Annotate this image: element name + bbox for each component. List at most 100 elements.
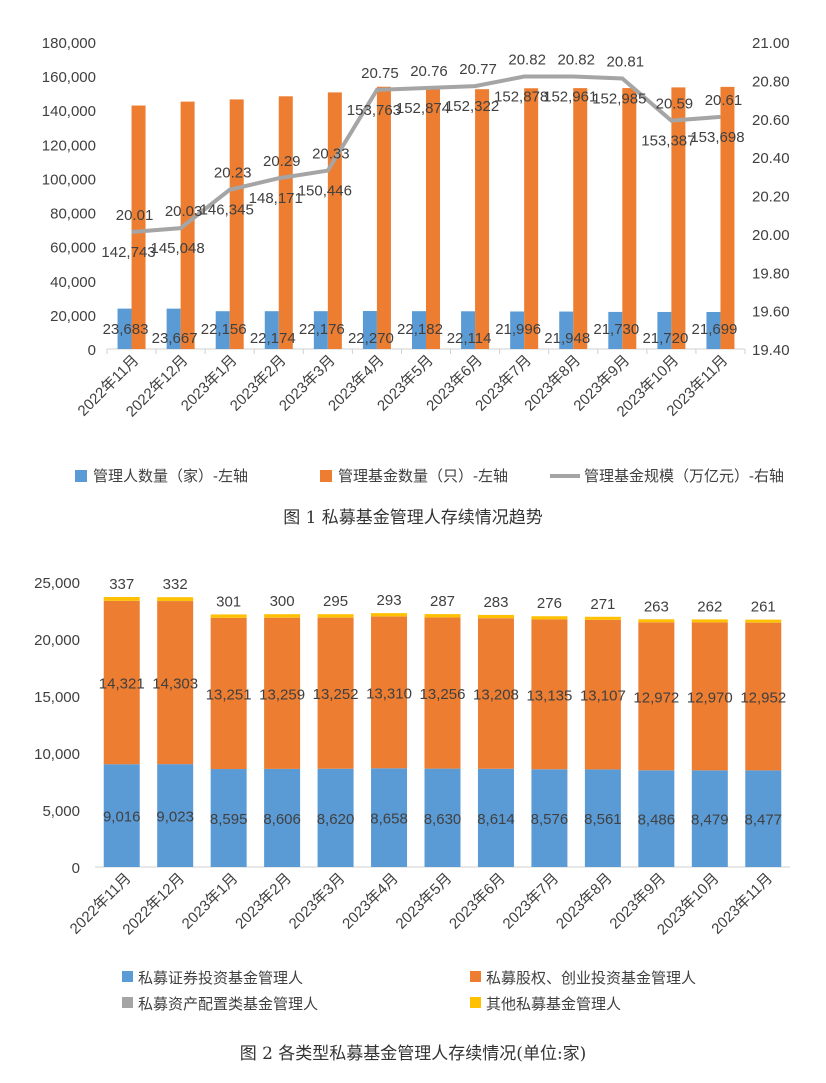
x-axis-tick-label: 2023年2月 — [232, 870, 295, 933]
scale-data-label: 20.75 — [361, 65, 399, 82]
bar-funds — [426, 88, 440, 350]
scale-data-label: 20.82 — [557, 52, 595, 69]
bar-segment-0 — [103, 764, 140, 867]
chart-2: 0 5,000 10,000 15,000 20,000 25,000 9,016 14,32… — [34, 575, 790, 1013]
bar-segment-3 — [157, 597, 194, 601]
managers-data-label: 21,996 — [495, 321, 541, 338]
bar-segment-1 — [584, 619, 621, 770]
bar-segment-1 — [264, 617, 301, 769]
right-axis-tick-label: 19.60 — [752, 304, 790, 321]
data-label-0: 8,486 — [638, 812, 676, 829]
x-axis-tick-label: 2023年6月 — [446, 870, 509, 933]
scale-data-label: 20.29 — [263, 153, 301, 170]
data-label-3: 271 — [590, 596, 615, 613]
bar-segment-3 — [638, 619, 675, 623]
bar-segment-3 — [103, 597, 140, 601]
right-axis-tick-label: 20.20 — [752, 189, 790, 206]
bar-segment-1 — [103, 600, 140, 765]
scale-data-label: 20.33 — [312, 146, 350, 163]
data-label-0: 8,561 — [584, 811, 622, 828]
bar-segment-3 — [477, 614, 514, 619]
left-axis-tick-label: 120,000 — [42, 137, 96, 154]
managers-data-label: 23,667 — [152, 330, 198, 347]
right-axis-tick-label: 19.80 — [752, 265, 790, 282]
left-axis-tick-label: 60,000 — [50, 240, 96, 257]
data-label-1: 13,256 — [420, 686, 466, 703]
bar-managers — [706, 311, 721, 349]
data-label-3: 295 — [323, 593, 348, 610]
data-label-1: 13,107 — [580, 688, 626, 705]
legend-swatch — [75, 470, 87, 482]
data-label-0: 9,023 — [156, 809, 194, 826]
legend-swatch — [470, 971, 481, 982]
x-axis-tick-label: 2023年7月 — [500, 870, 563, 933]
left-axis-tick-label: 160,000 — [42, 69, 96, 86]
data-label-1: 13,310 — [366, 685, 412, 702]
chart-2-caption: 图 2 各类型私募基金管理人存续情况(单位:家) — [240, 1044, 587, 1064]
scale-data-label: 20.82 — [508, 52, 546, 69]
legend-label: 管理基金数量（只）-左轴 — [338, 468, 508, 485]
scale-data-label: 20.76 — [410, 63, 448, 80]
legend-label: 管理基金规模（万亿元）-右轴 — [584, 468, 784, 485]
bar-funds — [180, 101, 195, 349]
scale-data-label: 20.61 — [705, 92, 743, 109]
bar-funds — [475, 89, 490, 350]
data-label-3: 287 — [430, 593, 455, 610]
bar-segment-3 — [371, 613, 408, 617]
y-axis-tick-label: 10,000 — [34, 746, 80, 763]
data-label-1: 13,251 — [206, 686, 252, 703]
bar-segment-1 — [371, 616, 408, 769]
scale-data-label: 20.03 — [165, 203, 203, 220]
legend-swatch — [122, 997, 133, 1008]
funds-data-label: 153,763 — [347, 102, 401, 119]
managers-data-label: 21,948 — [544, 330, 590, 347]
left-axis-tick-label: 40,000 — [50, 274, 96, 291]
funds-data-label: 145,048 — [150, 240, 204, 257]
managers-data-label: 21,699 — [692, 321, 738, 338]
bar-segment-0 — [477, 768, 514, 867]
data-label-0: 8,620 — [317, 811, 355, 828]
bar-funds — [229, 99, 244, 349]
x-axis-tick-label: 2023年1月 — [179, 870, 242, 933]
bar-managers — [313, 311, 328, 349]
left-axis-tick-label: 140,000 — [42, 103, 96, 120]
data-label-1: 12,972 — [633, 689, 679, 706]
bar-managers — [166, 308, 181, 349]
bar-segment-3 — [317, 614, 354, 618]
bar-segment-0 — [157, 764, 194, 867]
data-label-3: 332 — [163, 576, 188, 593]
x-axis-tick-label: 2023年8月 — [553, 870, 616, 933]
bar-managers — [657, 311, 672, 349]
legend-label: 其他私募基金管理人 — [486, 996, 621, 1013]
bar-segment-0 — [584, 769, 621, 867]
x-axis-tick-label: 2023年3月 — [286, 870, 349, 933]
bar-segment-1 — [210, 617, 247, 770]
scale-data-label: 20.77 — [459, 61, 497, 78]
bar-segment-0 — [638, 770, 675, 867]
data-label-3: 261 — [751, 599, 776, 616]
legend-swatch — [470, 997, 481, 1008]
data-label-3: 276 — [537, 595, 562, 612]
bar-segment-0 — [691, 770, 728, 867]
bar-managers — [215, 311, 230, 349]
bar-funds — [671, 87, 686, 349]
bar-segment-3 — [745, 619, 782, 623]
data-label-0: 9,016 — [103, 809, 141, 826]
bar-segment-1 — [531, 619, 568, 770]
data-label-1: 14,303 — [152, 676, 198, 693]
bar-segment-1 — [745, 622, 782, 771]
bar-funds — [278, 96, 293, 349]
data-label-0: 8,614 — [477, 811, 515, 828]
data-label-0: 8,630 — [424, 811, 462, 828]
legend-label: 管理人数量（家）-左轴 — [93, 468, 248, 485]
bar-managers — [559, 311, 574, 349]
managers-data-label: 22,114 — [447, 330, 492, 347]
bar-segment-0 — [264, 768, 301, 867]
bar-managers — [510, 311, 525, 349]
bar-segment-3 — [264, 614, 301, 618]
legend-label: 私募股权、创业投资基金管理人 — [486, 970, 696, 987]
data-label-1: 13,208 — [473, 687, 519, 704]
bar-funds — [524, 88, 539, 349]
funds-data-label: 148,171 — [249, 190, 303, 207]
data-label-3: 283 — [483, 594, 508, 611]
